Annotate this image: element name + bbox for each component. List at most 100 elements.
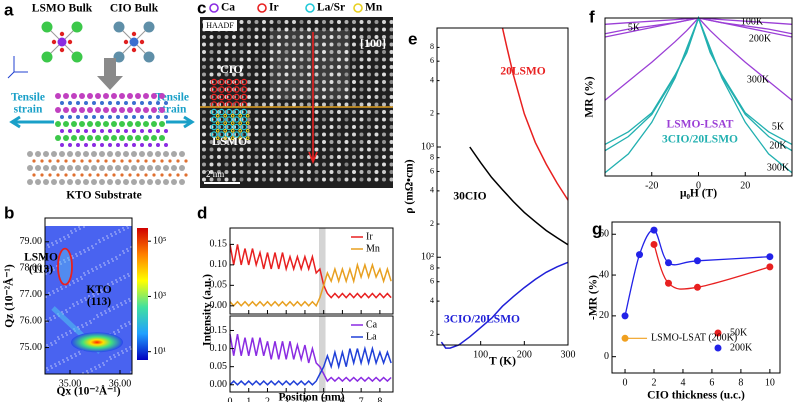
label: strain xyxy=(14,104,43,116)
atom-column xyxy=(239,147,244,152)
atom-column xyxy=(344,42,349,47)
atom-column xyxy=(352,155,356,159)
y-tick-label: 0 xyxy=(604,351,609,362)
atom-column xyxy=(239,170,244,174)
series-label: 3CIO/20LSMO xyxy=(444,314,520,326)
atom-column xyxy=(389,42,394,47)
atom-column xyxy=(202,87,206,92)
x-tick-label: 8 xyxy=(377,396,382,402)
atom xyxy=(148,101,152,105)
atom xyxy=(119,93,125,99)
atom-column xyxy=(284,65,289,69)
speckle xyxy=(57,290,59,292)
speckle xyxy=(109,310,111,312)
atom-column xyxy=(292,147,296,152)
atom-column xyxy=(277,110,281,114)
speckle xyxy=(119,231,121,233)
atom xyxy=(71,51,83,63)
atom-column xyxy=(344,117,349,122)
atom-column xyxy=(367,95,371,99)
atom-column xyxy=(322,80,326,84)
x-tick-label: 100 xyxy=(473,349,488,360)
panel-letter: c xyxy=(197,0,206,17)
atom-column xyxy=(352,147,356,152)
axes-frame xyxy=(611,221,781,374)
atom-column xyxy=(209,57,214,62)
atom-column xyxy=(269,95,274,99)
peak-label: (113) xyxy=(87,296,111,308)
atom xyxy=(59,179,65,185)
atom-column xyxy=(322,147,326,152)
atom-column xyxy=(352,20,356,24)
atom-column xyxy=(374,65,379,69)
atom-column xyxy=(374,72,379,77)
y-tick-label: 75.00 xyxy=(20,342,43,353)
atom-column xyxy=(337,27,341,32)
atom-column xyxy=(247,177,251,182)
overlay xyxy=(218,108,225,116)
atom-column xyxy=(239,20,244,24)
atom xyxy=(127,107,133,113)
atom-column xyxy=(329,102,334,107)
atom xyxy=(84,115,88,119)
atom-column xyxy=(284,95,289,99)
x-axis-label: CIO thickness (u.c.) xyxy=(647,390,745,402)
legend-swatch xyxy=(353,3,363,13)
atom-column xyxy=(367,35,371,39)
atom-column xyxy=(284,87,289,92)
atom-column xyxy=(262,102,266,107)
speckle xyxy=(66,357,68,359)
speckle xyxy=(56,288,58,290)
atom xyxy=(67,165,73,171)
haze xyxy=(270,30,350,100)
atom-column xyxy=(269,162,274,167)
atom-column xyxy=(344,35,349,39)
speckle xyxy=(124,323,126,325)
atom xyxy=(179,151,185,157)
atom xyxy=(111,107,117,113)
data-line xyxy=(501,27,569,201)
atom-column xyxy=(374,125,379,129)
atom-column xyxy=(367,177,371,182)
arrow xyxy=(97,58,123,90)
y-tick-label: 8 xyxy=(430,153,434,162)
speckle xyxy=(117,306,119,308)
atom-column xyxy=(254,42,259,47)
overlay xyxy=(230,136,235,140)
atom-column xyxy=(352,177,356,182)
overlay xyxy=(210,86,218,93)
atom-column xyxy=(314,125,319,129)
overlay xyxy=(225,131,233,138)
atom-column xyxy=(389,125,394,129)
speckle xyxy=(98,364,100,366)
atom xyxy=(108,129,112,133)
speckle xyxy=(114,333,116,335)
overlay xyxy=(230,121,235,125)
x-axis-label: Qx (10⁻²Å⁻¹) xyxy=(56,384,120,398)
atom-column xyxy=(254,110,259,114)
atom-column xyxy=(307,170,311,174)
atom-column xyxy=(209,140,214,144)
speckle xyxy=(113,331,115,333)
atom-column xyxy=(247,57,251,62)
atom-column xyxy=(254,80,259,84)
atom xyxy=(144,159,148,163)
atom xyxy=(171,165,177,171)
atom xyxy=(148,115,152,119)
atom-column xyxy=(254,95,259,99)
overlay xyxy=(225,123,233,131)
x-tick-label: 2 xyxy=(652,377,657,388)
atom-column xyxy=(292,42,296,47)
speckle xyxy=(70,230,72,232)
atom-column xyxy=(292,35,296,39)
point xyxy=(621,312,629,320)
y-tick-label: 78.00 xyxy=(20,263,43,274)
oxygen xyxy=(139,39,145,45)
atom xyxy=(151,107,157,113)
speckle xyxy=(128,321,130,323)
atom-column xyxy=(284,162,289,167)
atom xyxy=(84,129,88,133)
atom xyxy=(179,165,185,171)
atom-column xyxy=(239,42,244,47)
atom-column xyxy=(374,147,379,152)
